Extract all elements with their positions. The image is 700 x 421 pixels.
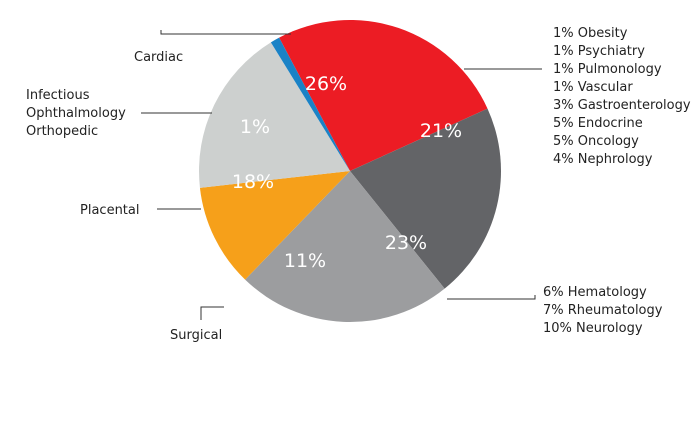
pie-slice-4 bbox=[198, 42, 350, 188]
pct-label-placental: 18% bbox=[232, 171, 274, 193]
pie-slice-3 bbox=[199, 171, 350, 280]
callout-blue-1: Infectious bbox=[26, 88, 90, 103]
callout-dark-gray-8: 4% Nephrology bbox=[553, 152, 653, 167]
leader-mid-gray bbox=[447, 295, 536, 300]
pct-label-blue: 1% bbox=[240, 116, 270, 138]
callouts: Cardiac Infectious Ophthalmology Orthope… bbox=[26, 26, 691, 343]
pie-slice-1 bbox=[350, 108, 501, 289]
callout-dark-gray-7: 5% Oncology bbox=[553, 134, 639, 149]
callout-dark-gray-5: 3% Gastroenterology bbox=[553, 98, 691, 113]
slice-percent-labels: 26% 21% 23% 11% 18% 1% bbox=[232, 73, 462, 272]
leader-cardiac bbox=[160, 30, 291, 35]
callout-mid-gray-3: 10% Neurology bbox=[543, 321, 643, 336]
callout-mid-gray-2: 7% Rheumatology bbox=[543, 303, 663, 318]
pie-slice-5 bbox=[270, 37, 350, 171]
leader-surgical bbox=[200, 306, 224, 320]
pct-label-cardiac: 26% bbox=[305, 73, 347, 95]
leader-lines bbox=[141, 30, 542, 320]
callout-placental: Placental bbox=[80, 203, 139, 218]
callout-dark-gray-3: 1% Pulmonology bbox=[553, 62, 662, 77]
callout-dark-gray-2: 1% Psychiatry bbox=[553, 44, 645, 59]
pct-label-dark-gray: 21% bbox=[420, 120, 462, 142]
pie-slice-2 bbox=[245, 171, 445, 322]
callout-dark-gray-1: 1% Obesity bbox=[553, 26, 628, 41]
pie-slice-0 bbox=[279, 19, 488, 171]
callout-blue-2: Ophthalmology bbox=[26, 106, 126, 121]
callout-blue-3: Orthopedic bbox=[26, 124, 98, 139]
callout-mid-gray-1: 6% Hematology bbox=[543, 285, 647, 300]
callout-cardiac: Cardiac bbox=[134, 50, 183, 65]
pct-label-surgical: 11% bbox=[284, 250, 326, 272]
callout-dark-gray-6: 5% Endocrine bbox=[553, 116, 643, 131]
pct-label-mid-gray: 23% bbox=[385, 232, 427, 254]
callout-dark-gray-4: 1% Vascular bbox=[553, 80, 633, 95]
callout-surgical: Surgical bbox=[170, 328, 222, 343]
pie-slices bbox=[198, 19, 501, 322]
